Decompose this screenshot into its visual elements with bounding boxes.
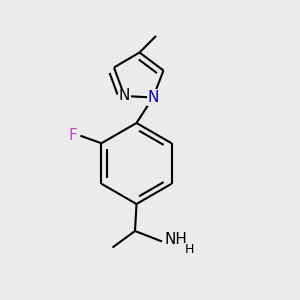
Text: N: N: [147, 90, 159, 105]
Text: F: F: [69, 128, 77, 143]
Text: NH: NH: [165, 232, 188, 247]
Text: N: N: [119, 88, 130, 104]
Text: H: H: [184, 243, 194, 256]
